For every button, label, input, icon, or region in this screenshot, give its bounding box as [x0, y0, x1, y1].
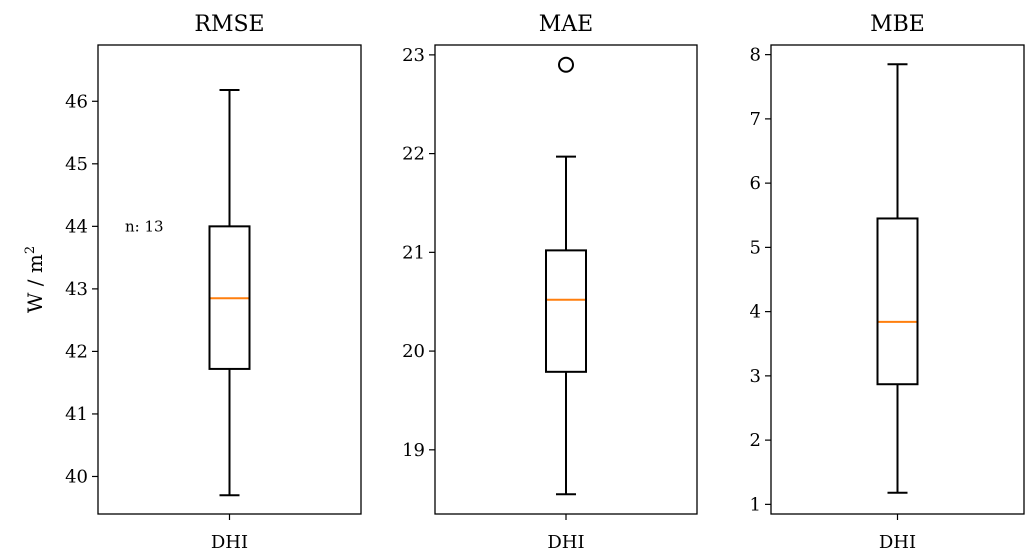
- iqr-box: [545, 249, 587, 373]
- y-tick-label: 46: [65, 91, 88, 112]
- y-tick-label: 20: [402, 341, 425, 362]
- y-axis-label-superscript: 2: [23, 246, 38, 254]
- y-axis-label-text: W / m: [23, 254, 47, 313]
- y-tick-label: 23: [402, 45, 425, 66]
- y-tick-label: 40: [65, 466, 88, 487]
- y-tick-label: 22: [402, 144, 425, 165]
- outlier-point: [558, 56, 574, 73]
- y-tick-label: 44: [65, 216, 88, 237]
- panel-title: MAE: [539, 12, 593, 37]
- x-tick-label: DHI: [547, 532, 584, 553]
- panel-rmse: RMSE 40 41 42 43 44 45 46 DHI n: 13 W / m2: [23, 12, 362, 553]
- y-tick-label: 1: [750, 494, 761, 515]
- y-tick-label: 4: [750, 302, 761, 323]
- sample-count-annotation: n: 13: [125, 217, 164, 235]
- panel-mbe: MBE 1 2 3 4 5 6 7 8 DHI: [750, 12, 1025, 553]
- iqr-box: [876, 217, 919, 386]
- iqr-box: [208, 225, 251, 370]
- panel-title: MBE: [870, 12, 925, 37]
- y-tick-label: 8: [750, 45, 761, 66]
- y-tick-label: 7: [750, 109, 761, 130]
- x-tick-label: DHI: [879, 532, 916, 553]
- x-tick-label: DHI: [211, 532, 248, 553]
- panel-mae: MAE 19 20 21 22 23 DHI: [402, 12, 698, 553]
- y-axis-label: W / m2: [23, 246, 47, 313]
- y-tick-label: 41: [65, 404, 88, 425]
- y-tick-label: 19: [402, 440, 425, 461]
- panel-title: RMSE: [194, 12, 264, 37]
- y-tick-label: 43: [65, 279, 88, 300]
- y-tick-label: 45: [65, 154, 88, 175]
- y-tick-label: 5: [750, 237, 761, 258]
- y-tick-label: 6: [750, 173, 761, 194]
- y-tick-label: 2: [750, 430, 761, 451]
- y-tick-label: 42: [65, 341, 88, 362]
- y-tick-label: 21: [402, 242, 425, 263]
- y-tick-label: 3: [750, 366, 761, 387]
